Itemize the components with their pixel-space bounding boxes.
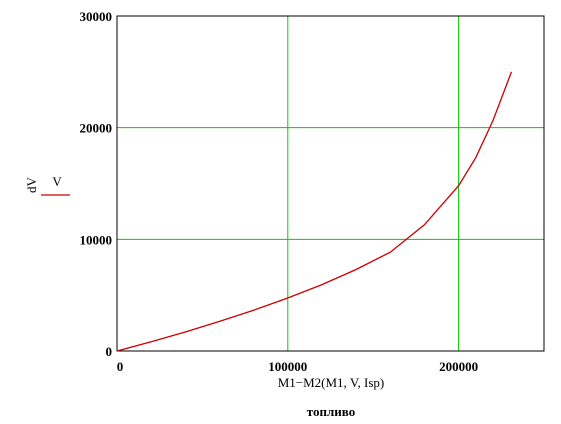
y-axis-label-secondary: V [52,174,62,189]
grid-lines [117,16,544,351]
x-tick-label: 200000 [439,359,478,374]
series-line [116,71,513,352]
chart-caption: топливо [307,404,355,419]
y-tick-label: 0 [106,344,113,359]
y-tick-label: 30000 [80,9,113,24]
y-axis-label-primary: dV [24,176,39,193]
y-tick-label: 20000 [80,121,113,136]
x-tick-label: 100000 [268,359,307,374]
tick-labels: 0 100000 200000 0 10000 20000 30000 [80,9,479,374]
y-tick-label: 10000 [80,232,113,247]
x-tick-label: 0 [117,359,124,374]
x-axis-label: M1−M2(M1, V, Isp) [278,375,385,390]
plot-frame [116,15,545,352]
